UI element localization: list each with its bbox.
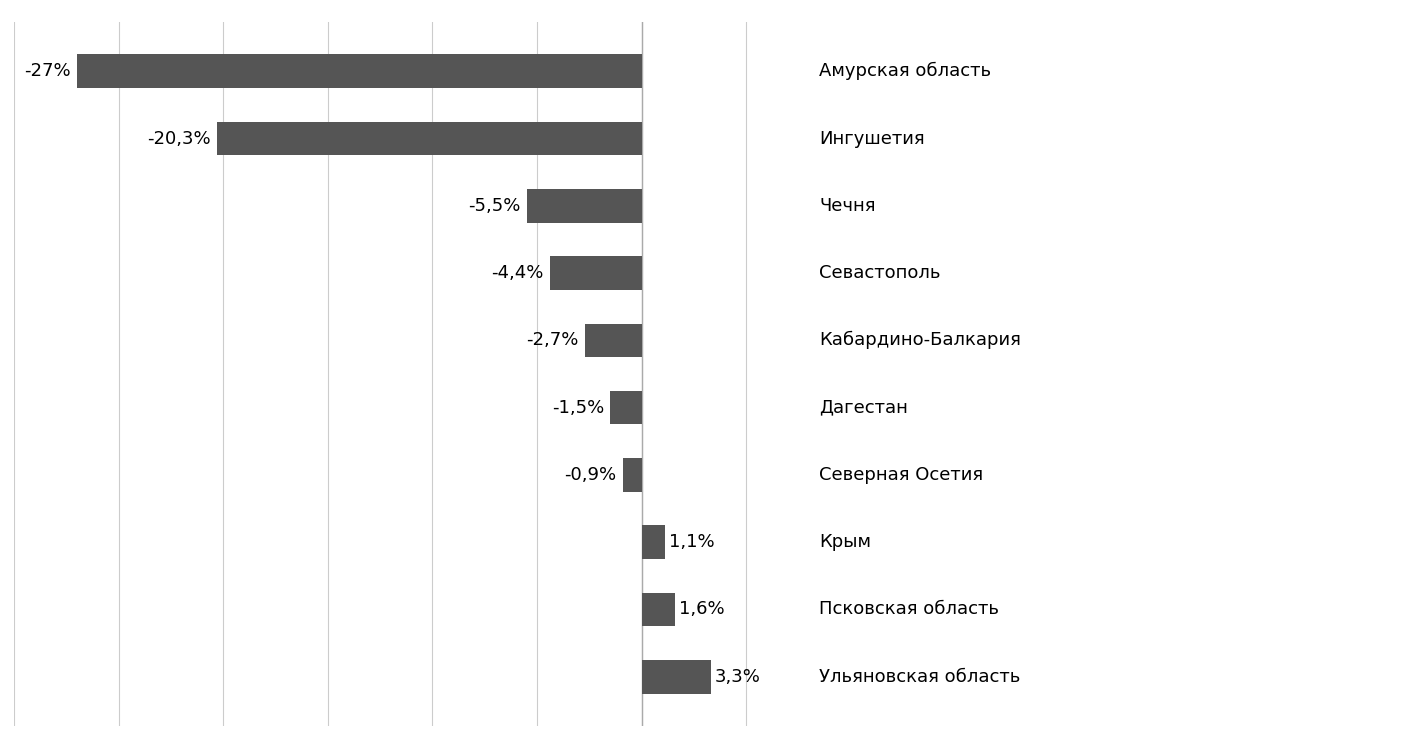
Text: Чечня: Чечня	[819, 197, 876, 215]
Text: Псковская область: Псковская область	[819, 601, 999, 619]
Bar	[623, 458, 641, 491]
Bar	[217, 122, 641, 156]
Text: Кабардино-Балкария: Кабардино-Балкария	[819, 331, 1022, 349]
Text: -2,7%: -2,7%	[526, 331, 579, 349]
Bar	[526, 189, 641, 223]
Bar	[641, 660, 711, 693]
Text: -4,4%: -4,4%	[491, 264, 543, 282]
Bar	[77, 55, 641, 88]
Text: Севастополь: Севастополь	[819, 264, 941, 282]
Text: Ингушетия: Ингушетия	[819, 129, 925, 147]
Text: Северная Осетия: Северная Осетия	[819, 466, 983, 484]
Text: -27%: -27%	[24, 62, 71, 80]
Text: Крым: Крым	[819, 533, 871, 551]
Text: -0,9%: -0,9%	[565, 466, 616, 484]
Text: Ульяновская область: Ульяновская область	[819, 668, 1020, 686]
Bar	[549, 257, 641, 290]
Text: Амурская область: Амурская область	[819, 62, 992, 80]
Bar	[585, 324, 641, 358]
Text: 1,1%: 1,1%	[668, 533, 714, 551]
Bar	[610, 390, 641, 424]
Text: -5,5%: -5,5%	[468, 197, 521, 215]
Text: Дагестан: Дагестан	[819, 399, 908, 417]
Text: 1,6%: 1,6%	[680, 601, 725, 619]
Bar	[641, 592, 675, 626]
Text: -20,3%: -20,3%	[148, 129, 211, 147]
Bar	[641, 525, 664, 559]
Text: 3,3%: 3,3%	[715, 668, 761, 686]
Text: -1,5%: -1,5%	[552, 399, 604, 417]
